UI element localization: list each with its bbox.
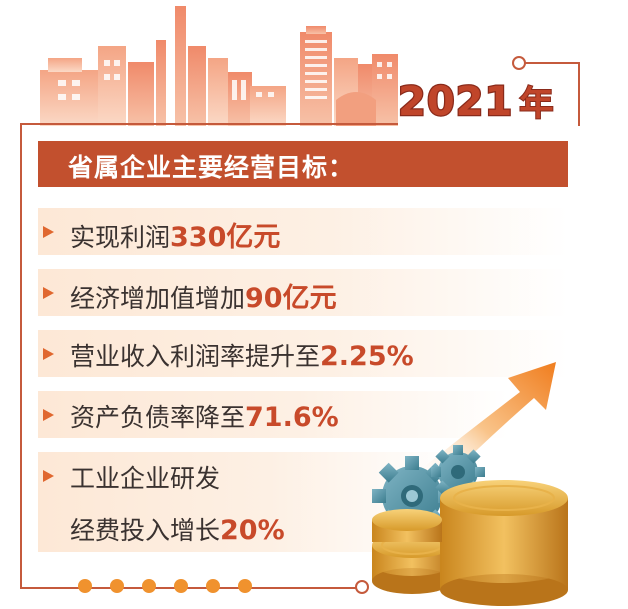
bullet-triangle-icon [43,287,54,299]
coin-stack-illustration [372,480,568,606]
frame-top-right-line [524,62,580,64]
frame-top-line [20,123,398,125]
item-value: 2.25% [320,341,414,372]
frame-end-circle [355,580,369,594]
dot [142,579,156,593]
list-item-background [38,208,568,255]
frame-bottom-line [20,587,358,589]
bullet-triangle-icon [43,409,54,421]
list-item-background [38,330,568,377]
frame-end-circle [512,56,526,70]
item-text: 营业收入利润率提升至 [70,342,321,371]
list-item-background [38,269,568,316]
dot [110,579,124,593]
heading-text: 省属企业主要经营目标： [68,153,355,182]
list-item: 经济增加值增加90亿元 [70,276,337,315]
list-item: 营业收入利润率提升至2.25% [70,337,414,373]
dot [78,579,92,593]
item-value: 71.6% [245,402,339,433]
item-value: 90亿元 [245,283,337,314]
bullet-triangle-icon [43,226,54,238]
dot [206,579,220,593]
list-item: 经费投入增长20% [70,511,285,547]
frame-left-line [20,123,22,589]
year-unit: 年 [518,83,554,125]
dot [174,579,188,593]
list-item: 资产负债率降至71.6% [70,398,339,434]
item-text: 经济增加值增加 [70,284,246,313]
decorative-dots [78,579,252,593]
heading-bar [38,141,568,187]
item-text: 工业企业研发 [70,464,221,493]
bullet-triangle-icon [43,348,54,360]
item-text: 实现利润 [70,223,171,252]
item-value: 20% [220,515,285,546]
list-item: 实现利润330亿元 [70,215,280,254]
list-item: 工业企业研发 [70,459,220,495]
bullet-triangle-icon [43,470,54,482]
growth-arrow-icon [420,362,556,480]
city-skyline-illustration [40,6,398,126]
year-number: 2021 [397,78,514,127]
dot [238,579,252,593]
frame-right-line [578,62,580,126]
year-heading: 2021 年 [397,76,555,127]
list-item-background [38,391,508,438]
item-value: 330亿元 [170,222,281,253]
item-text: 经费投入增长 [70,516,221,545]
item-text: 资产负债率降至 [70,403,246,432]
